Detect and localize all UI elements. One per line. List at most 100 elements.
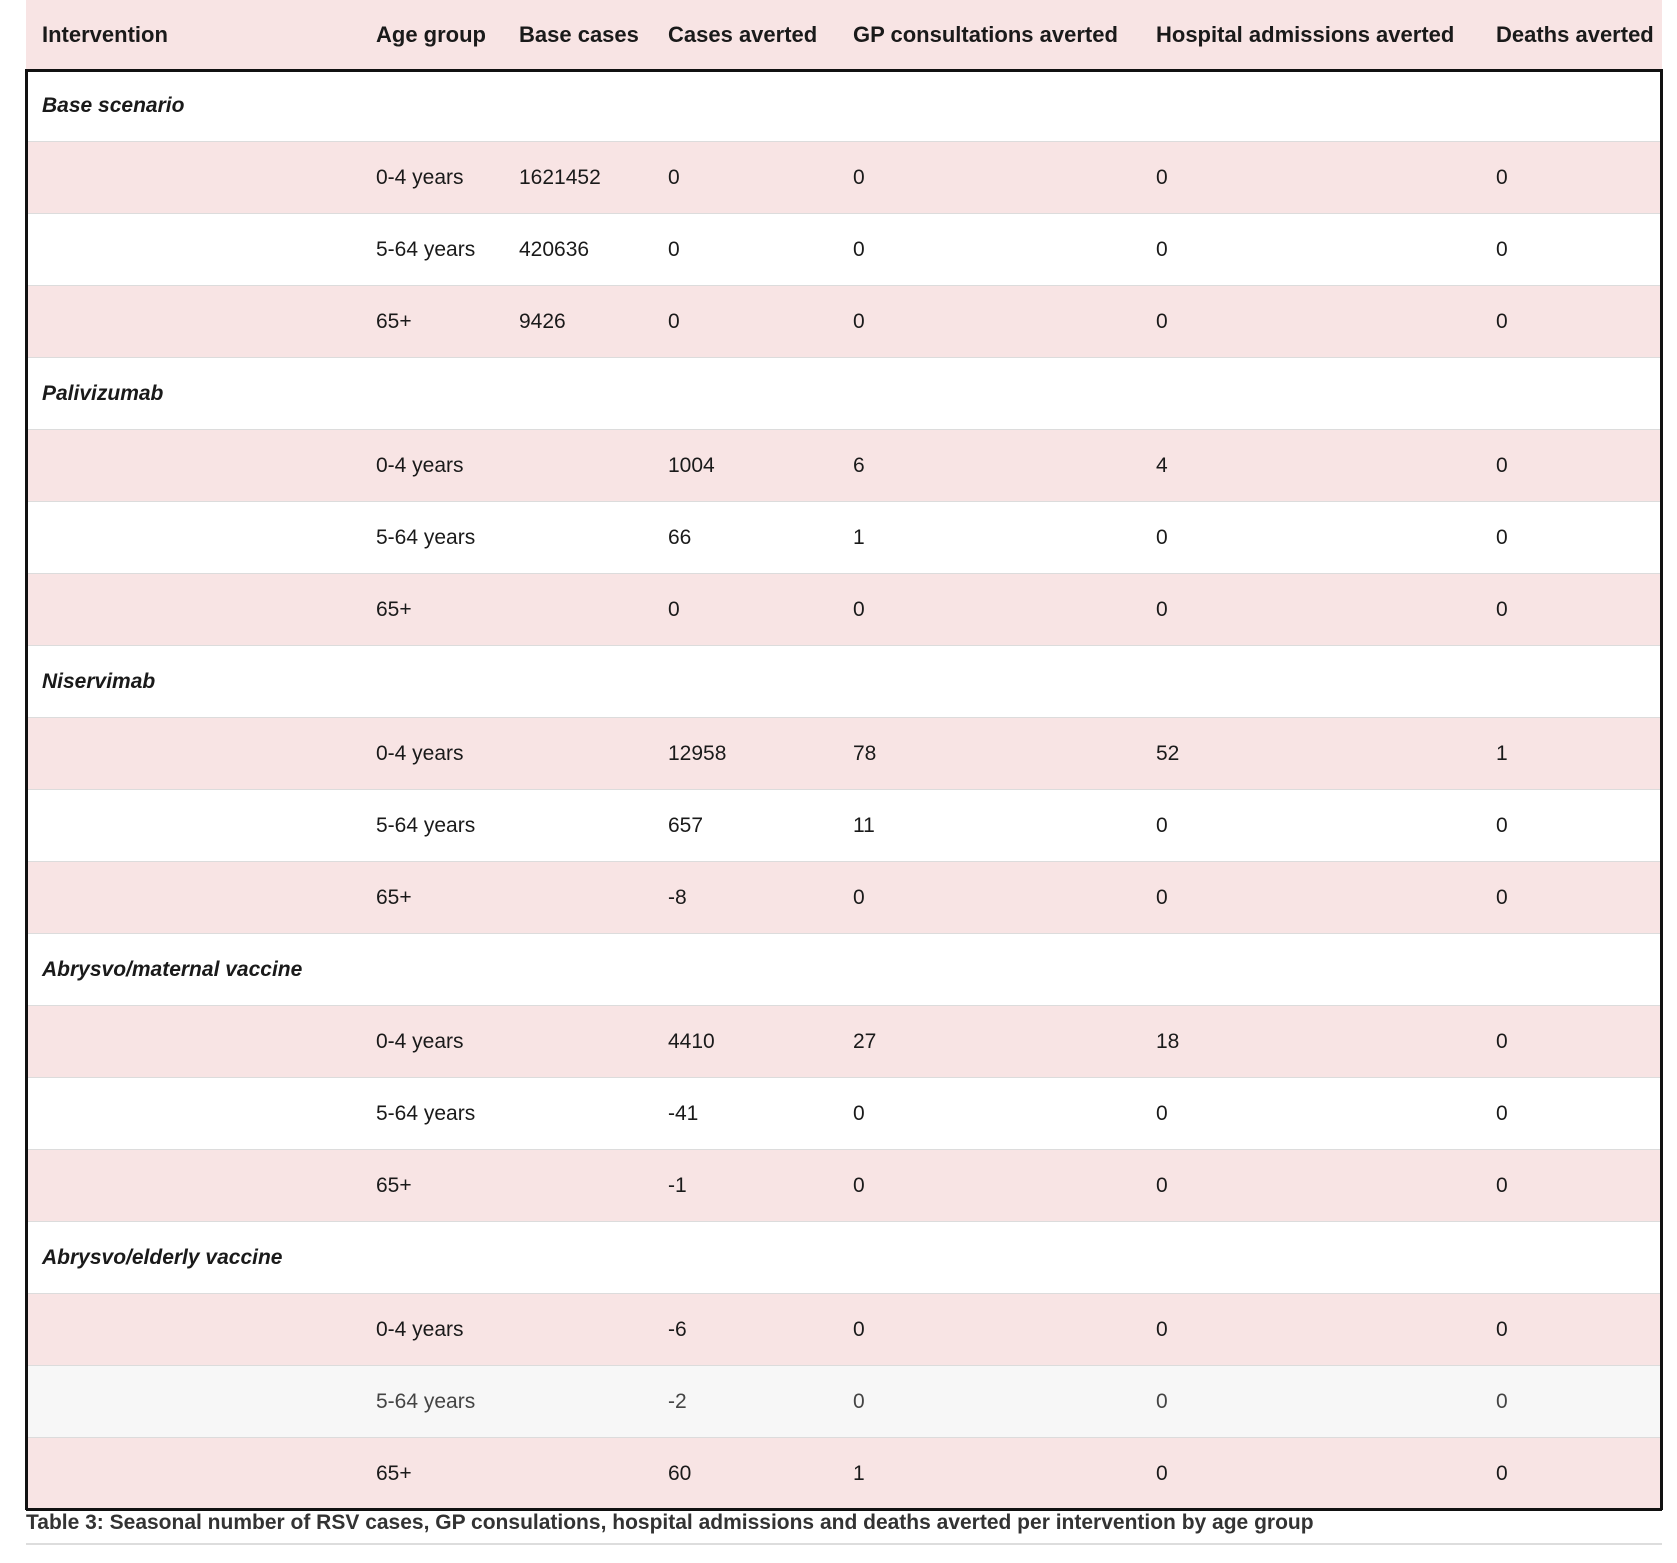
age-group-cell: 5-64 years [360, 789, 503, 862]
intervention-group-label: Base scenario [26, 70, 1662, 142]
table-row: 0-4 years 1621452 0 0 0 0 [26, 141, 1662, 214]
cases-averted-cell: 657 [652, 789, 837, 862]
deaths-averted-cell: 0 [1480, 1437, 1662, 1509]
intervention-cell [26, 789, 360, 862]
age-group-cell: 0-4 years [360, 429, 503, 502]
gp-averted-cell: 1 [837, 1437, 1140, 1509]
base-cases-cell [503, 861, 652, 934]
deaths-averted-cell: 0 [1480, 213, 1662, 286]
gp-averted-cell: 6 [837, 429, 1140, 502]
base-cases-cell [503, 789, 652, 862]
hospital-averted-cell: 0 [1140, 1077, 1480, 1150]
base-cases-cell [503, 1005, 652, 1078]
base-cases-cell [503, 1293, 652, 1366]
table-row: 5-64 years 420636 0 0 0 0 [26, 213, 1662, 286]
header-hospital-admissions-averted: Hospital admissions averted [1156, 22, 1455, 47]
base-cases-cell [503, 429, 652, 502]
table-header: Intervention Age group Base cases Cases … [26, 0, 1662, 70]
intervention-cell [26, 285, 360, 358]
age-group-cell: 5-64 years [360, 213, 503, 286]
intervention-cell [26, 429, 360, 502]
header-intervention: Intervention [42, 22, 168, 47]
age-group-cell: 5-64 years [360, 1077, 503, 1150]
base-cases-cell: 1621452 [503, 141, 652, 214]
cases-averted-cell: 0 [652, 213, 837, 286]
hospital-averted-cell: 4 [1140, 429, 1480, 502]
base-cases-cell: 420636 [503, 213, 652, 286]
deaths-averted-cell: 0 [1480, 1293, 1662, 1366]
age-group-cell: 0-4 years [360, 1005, 503, 1078]
header-cases-averted: Cases averted [668, 22, 818, 47]
intervention-cell [26, 1365, 360, 1438]
gp-averted-cell: 11 [837, 789, 1140, 862]
gp-averted-cell: 0 [837, 1365, 1140, 1438]
intervention-cell [26, 861, 360, 934]
age-group-cell: 0-4 years [360, 141, 503, 214]
cases-averted-cell: 0 [652, 573, 837, 646]
age-group-cell: 5-64 years [360, 501, 503, 574]
gp-averted-cell: 78 [837, 717, 1140, 790]
hospital-averted-cell: 0 [1140, 213, 1480, 286]
deaths-averted-cell: 0 [1480, 573, 1662, 646]
intervention-cell [26, 1149, 360, 1222]
age-group-cell: 0-4 years [360, 717, 503, 790]
cases-averted-cell: 12958 [652, 717, 837, 790]
deaths-averted-cell: 0 [1480, 501, 1662, 574]
intervention-cell [26, 1077, 360, 1150]
intervention-cell [26, 1293, 360, 1366]
cases-averted-cell: -2 [652, 1365, 837, 1438]
base-cases-cell [503, 1437, 652, 1509]
header-base-cases: Base cases [519, 22, 639, 47]
base-cases-cell [503, 1365, 652, 1438]
deaths-averted-cell: 0 [1480, 141, 1662, 214]
intervention-cell [26, 501, 360, 574]
group-row: Base scenario [26, 70, 1662, 142]
deaths-averted-cell: 0 [1480, 429, 1662, 502]
header-gp-consultations-averted: GP consultations averted [853, 22, 1118, 47]
header-row: Intervention Age group Base cases Cases … [26, 0, 1662, 70]
table-row: 5-64 years -2 0 0 0 [26, 1365, 1662, 1438]
age-group-cell: 65+ [360, 1437, 503, 1509]
cases-averted-cell: 0 [652, 285, 837, 358]
gp-averted-cell: 0 [837, 285, 1140, 358]
hospital-averted-cell: 0 [1140, 285, 1480, 358]
deaths-averted-cell: 1 [1480, 717, 1662, 790]
hospital-averted-cell: 0 [1140, 861, 1480, 934]
intervention-group-label: Abrysvo/maternal vaccine [26, 933, 1662, 1006]
cases-averted-cell: 1004 [652, 429, 837, 502]
gp-averted-cell: 1 [837, 501, 1140, 574]
gp-averted-cell: 0 [837, 1077, 1140, 1150]
base-cases-cell [503, 717, 652, 790]
base-cases-cell [503, 1077, 652, 1150]
intervention-cell [26, 213, 360, 286]
gp-averted-cell: 27 [837, 1005, 1140, 1078]
age-group-cell: 0-4 years [360, 1293, 503, 1366]
cases-averted-cell: 4410 [652, 1005, 837, 1078]
intervention-group-label: Abrysvo/elderly vaccine [26, 1221, 1662, 1294]
hospital-averted-cell: 0 [1140, 573, 1480, 646]
intervention-group-label: Palivizumab [26, 357, 1662, 430]
base-cases-cell [503, 1149, 652, 1222]
gp-averted-cell: 0 [837, 573, 1140, 646]
results-table: Intervention Age group Base cases Cases … [25, 0, 1663, 1510]
cases-averted-cell: -41 [652, 1077, 837, 1150]
intervention-cell [26, 1437, 360, 1509]
table-row: 0-4 years 4410 27 18 0 [26, 1005, 1662, 1078]
hospital-averted-cell: 0 [1140, 1149, 1480, 1222]
base-cases-cell [503, 501, 652, 574]
age-group-cell: 65+ [360, 285, 503, 358]
age-group-cell: 65+ [360, 861, 503, 934]
header-age-group: Age group [376, 22, 486, 47]
intervention-group-label: Niservimab [26, 645, 1662, 718]
deaths-averted-cell: 0 [1480, 1149, 1662, 1222]
group-row: Abrysvo/maternal vaccine [26, 933, 1662, 1006]
group-row: Abrysvo/elderly vaccine [26, 1221, 1662, 1294]
age-group-cell: 65+ [360, 573, 503, 646]
hospital-averted-cell: 0 [1140, 141, 1480, 214]
base-cases-cell [503, 573, 652, 646]
hospital-averted-cell: 18 [1140, 1005, 1480, 1078]
gp-averted-cell: 0 [837, 1293, 1140, 1366]
gp-averted-cell: 0 [837, 1149, 1140, 1222]
intervention-cell [26, 1005, 360, 1078]
table-body: Base scenario 0-4 years 1621452 0 0 0 0 5-64 ye… [25, 69, 1663, 1510]
